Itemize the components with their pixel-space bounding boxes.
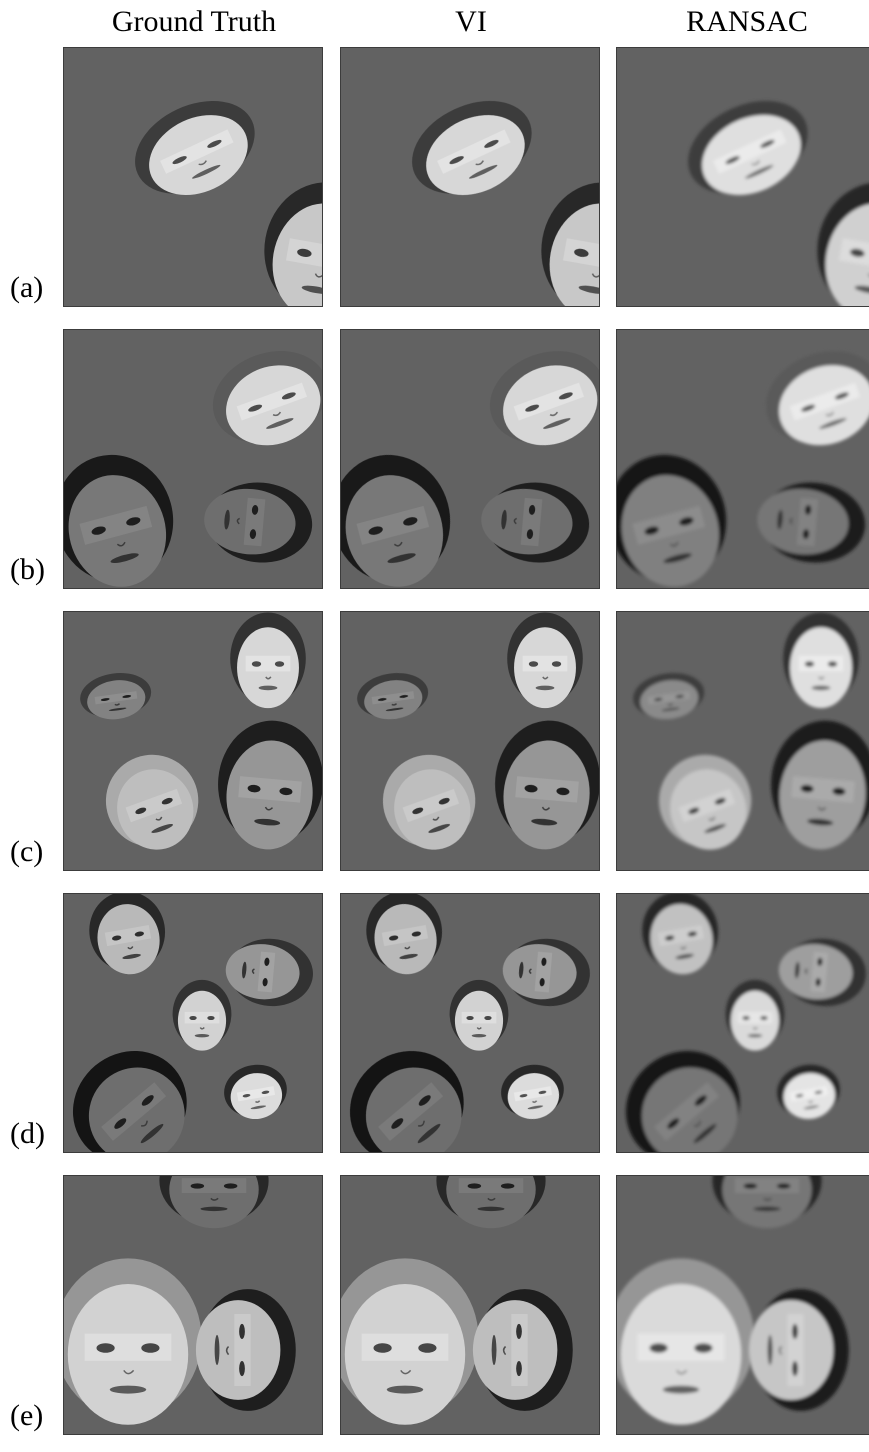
face-image <box>366 894 443 975</box>
face-image <box>64 1258 202 1425</box>
face-image <box>135 100 255 196</box>
face-image <box>778 938 866 1007</box>
panel-image <box>80 612 322 850</box>
face-image <box>472 1289 573 1411</box>
face-image <box>412 100 532 196</box>
face-image <box>218 720 322 850</box>
panel-image <box>64 351 322 587</box>
column-header-ransac: RANSAC <box>686 5 808 38</box>
face-image <box>449 979 509 1051</box>
panel-image <box>617 1176 849 1425</box>
face-image <box>357 673 429 720</box>
image-panel <box>616 47 869 307</box>
panel-image <box>617 351 869 587</box>
face-image <box>617 454 727 587</box>
image-panel <box>63 329 323 589</box>
panel-image <box>341 1176 573 1425</box>
face-image <box>72 1051 187 1152</box>
face-image <box>725 979 785 1051</box>
row-label: (e) <box>10 1399 44 1432</box>
face-image <box>264 182 322 306</box>
row-label: (b) <box>10 553 45 586</box>
face-image <box>159 1176 269 1229</box>
image-panel <box>340 47 600 307</box>
column-header-ground-truth: Ground Truth <box>111 5 277 38</box>
face-image <box>507 612 583 709</box>
face-image <box>212 351 322 446</box>
image-panel <box>63 47 323 307</box>
face-image <box>64 454 174 587</box>
image-panel <box>616 329 869 589</box>
panel-image <box>688 100 869 306</box>
face-image <box>765 351 869 446</box>
face-image <box>349 1051 464 1152</box>
face-image <box>172 979 232 1051</box>
face-image <box>436 1176 546 1229</box>
column-header-vi: VI <box>455 5 487 38</box>
face-image <box>748 1289 849 1411</box>
face-image <box>341 454 451 587</box>
image-panel <box>63 611 323 871</box>
face-image <box>204 482 313 563</box>
image-panel <box>616 611 869 871</box>
face-image <box>89 894 166 975</box>
face-image <box>195 1289 296 1411</box>
face-image <box>625 1051 740 1152</box>
face-image <box>777 1064 840 1120</box>
panel-image <box>633 612 869 850</box>
image-panel <box>340 893 600 1153</box>
face-image <box>688 100 808 196</box>
face-image <box>617 1258 755 1425</box>
face-image <box>501 1064 564 1120</box>
face-image <box>230 612 306 709</box>
face-image <box>489 351 599 446</box>
face-image <box>225 938 313 1007</box>
face-image <box>502 938 590 1007</box>
face-image <box>105 754 199 850</box>
face-image <box>382 754 476 850</box>
panel-image <box>412 100 599 306</box>
face-image <box>771 720 869 850</box>
row-label: (d) <box>10 1117 45 1150</box>
panel-image <box>357 612 599 850</box>
panel-image <box>625 894 866 1152</box>
image-panel <box>63 893 323 1153</box>
panel-image <box>72 894 313 1152</box>
face-image <box>642 894 719 975</box>
face-image <box>757 482 866 563</box>
image-panel <box>616 1175 869 1435</box>
face-image <box>80 673 152 720</box>
image-panel <box>340 611 600 871</box>
image-panel <box>63 1175 323 1435</box>
face-image <box>783 612 859 709</box>
face-image <box>633 673 705 720</box>
face-image <box>481 482 590 563</box>
face-image <box>541 182 599 306</box>
face-image <box>712 1176 822 1229</box>
face-image <box>495 720 599 850</box>
row-label: (a) <box>10 271 44 304</box>
image-panel <box>616 893 869 1153</box>
panel-image <box>135 100 322 306</box>
face-image <box>341 1258 479 1425</box>
face-image <box>224 1064 287 1120</box>
panel-image <box>64 1176 296 1425</box>
image-panel <box>340 329 600 589</box>
row-label: (c) <box>10 835 44 868</box>
image-panel <box>340 1175 600 1435</box>
panel-image <box>349 894 590 1152</box>
panel-image <box>341 351 599 587</box>
face-image <box>658 754 752 850</box>
face-image <box>817 182 869 306</box>
